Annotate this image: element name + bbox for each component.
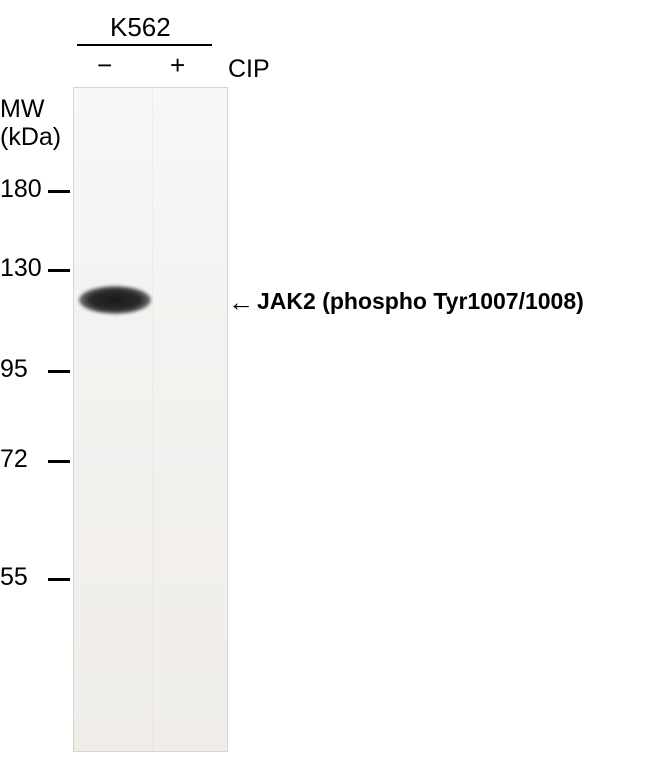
mw-marker-72: 72 xyxy=(0,445,28,474)
treatment-label: CIP xyxy=(228,55,270,84)
sample-underline xyxy=(77,44,212,46)
lane-divider xyxy=(152,88,153,751)
mw-marker-180: 180 xyxy=(0,175,42,204)
mw-marker-130: 130 xyxy=(0,254,42,283)
mw-marker-line-55 xyxy=(48,578,70,581)
band-annotation: ← JAK2 (phospho Tyr1007/1008) xyxy=(228,288,584,315)
sample-label: K562 xyxy=(110,12,171,43)
kda-unit-label: (kDa) xyxy=(0,123,61,152)
lane-plus-label: + xyxy=(170,50,185,81)
lane-minus-label: − xyxy=(97,50,112,81)
arrow-icon: ← xyxy=(228,289,254,315)
mw-marker-line-72 xyxy=(48,460,70,463)
mw-marker-95: 95 xyxy=(0,355,28,384)
mw-marker-line-130 xyxy=(48,269,70,272)
mw-marker-line-180 xyxy=(48,190,70,193)
mw-marker-line-95 xyxy=(48,370,70,373)
jak2-band-minus-lane xyxy=(79,286,151,314)
band-label: JAK2 (phospho Tyr1007/1008) xyxy=(257,288,584,315)
mw-axis-label: MW xyxy=(0,95,44,124)
mw-marker-55: 55 xyxy=(0,563,28,592)
blot-membrane xyxy=(73,87,228,752)
